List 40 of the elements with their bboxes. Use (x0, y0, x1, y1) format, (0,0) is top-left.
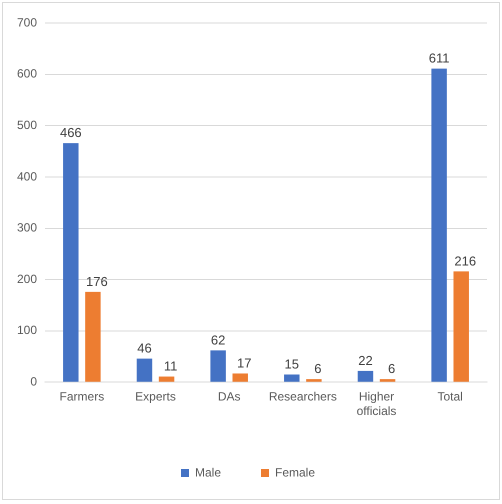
data-label: 176 (86, 274, 108, 289)
y-tick-label: 700 (16, 15, 38, 30)
bar (306, 379, 322, 382)
data-label: 15 (284, 356, 300, 372)
data-label: 6 (388, 361, 396, 376)
x-tick-label: Researchers (268, 390, 337, 404)
y-tick-label: 200 (16, 272, 38, 286)
bar (380, 379, 396, 382)
x-tick-label: DAs (218, 390, 241, 404)
x-tick-label: Farmers (60, 390, 104, 404)
data-label: 17 (236, 356, 252, 371)
y-tick-label: 0 (30, 374, 38, 389)
data-label: 22 (358, 352, 373, 368)
bar (358, 370, 374, 382)
data-label: 62 (210, 332, 226, 348)
bar (136, 358, 152, 382)
data-label: 11 (164, 358, 178, 374)
data-label: 611 (428, 50, 450, 66)
bar (210, 350, 226, 382)
legend-label: Female (275, 465, 316, 480)
bar (63, 143, 79, 382)
x-tick-label: Higher officials (356, 390, 396, 418)
data-label: 46 (137, 340, 152, 356)
legend-label: Male (194, 465, 222, 480)
y-tick-label: 100 (16, 323, 38, 338)
x-tick-label: Experts (135, 390, 176, 404)
bar (453, 271, 469, 382)
y-tick-label: 400 (16, 169, 38, 184)
bar (158, 376, 174, 382)
bar (431, 68, 447, 382)
y-tick-label: 500 (16, 118, 38, 132)
bar (284, 374, 300, 382)
y-tick-label: 600 (16, 66, 38, 81)
data-label: 466 (60, 125, 82, 140)
y-tick-label: 300 (16, 220, 38, 235)
x-tick-label: Total (437, 390, 463, 404)
data-label: 216 (454, 253, 476, 268)
bar (232, 373, 248, 382)
bar (85, 292, 101, 382)
data-label: 6 (314, 361, 322, 376)
